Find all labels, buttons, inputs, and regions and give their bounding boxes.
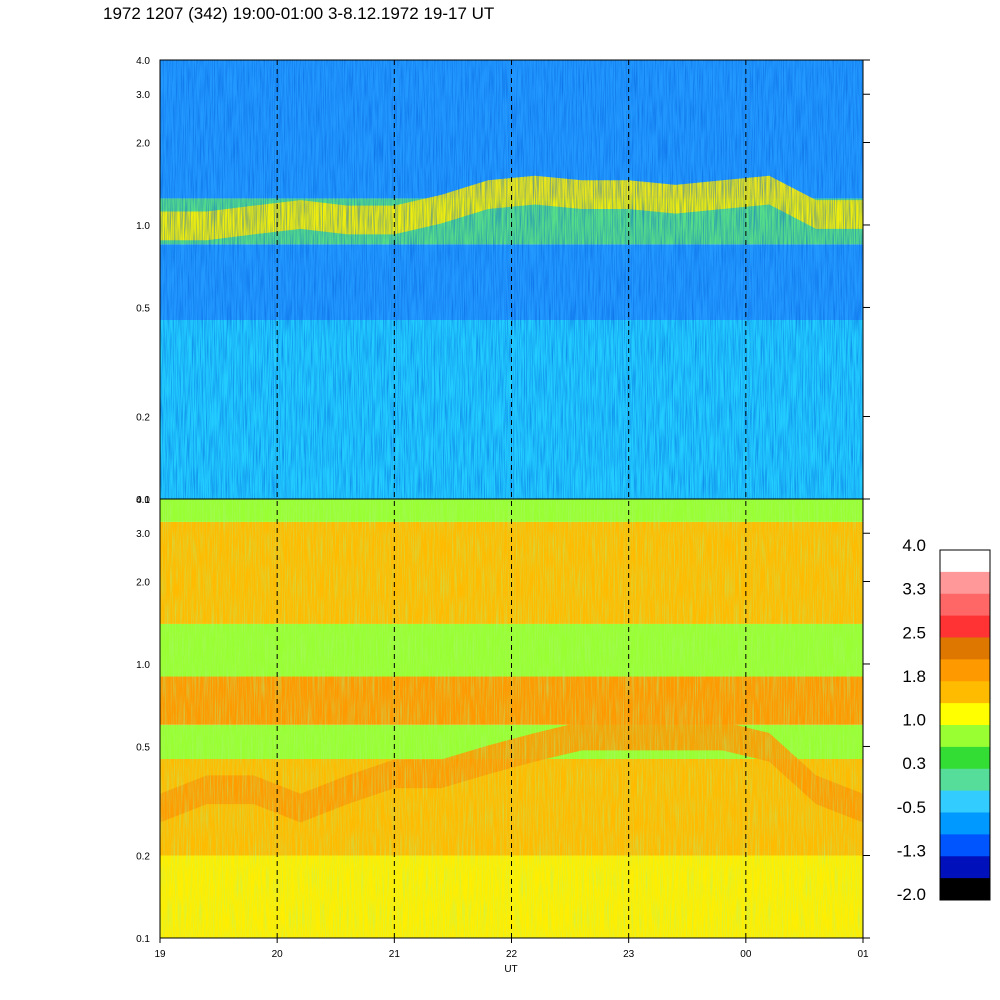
y-tick-label: 1.0 — [136, 221, 150, 232]
colorbar-label: 2.5 — [902, 623, 926, 642]
colorbar-swatch — [940, 768, 990, 792]
y-tick-label: 4.0 — [136, 56, 150, 67]
y-tick-label: 4.0 — [136, 495, 150, 506]
colorbar-label: 0.3 — [902, 754, 926, 773]
colorbar-swatch — [940, 637, 990, 660]
y-tick-label: 3.0 — [136, 529, 150, 540]
colorbar-label: 1.0 — [902, 711, 926, 730]
x-tick-label: 19 — [154, 949, 166, 960]
x-tick-label: 20 — [272, 949, 284, 960]
colorbar-swatch — [940, 615, 990, 638]
colorbar-swatch — [940, 571, 990, 595]
x-tick-label: 23 — [623, 949, 635, 960]
colorbar-label: -2.0 — [897, 885, 926, 904]
y-tick-label: 0.5 — [136, 303, 150, 314]
y-tick-label: 1.0 — [136, 660, 150, 671]
y-tick-label: 3.0 — [136, 90, 150, 101]
colorbar-label: 1.8 — [902, 667, 926, 686]
colorbar-swatch — [940, 856, 990, 879]
x-tick-label: 01 — [857, 949, 869, 960]
colorbar-label: 3.3 — [902, 580, 926, 599]
colorbar-swatch — [940, 725, 990, 748]
y-axis-ticks: 0.10.20.51.02.03.04.00.10.20.51.02.03.04… — [136, 56, 870, 945]
colorbar-swatch — [940, 746, 990, 770]
x-axis-ticks: 19 20 21 22 23 00 01 — [154, 938, 869, 960]
x-axis-label: UT — [504, 964, 517, 975]
colorbar — [939, 549, 991, 901]
y-tick-label: 0.1 — [136, 934, 150, 945]
colorbar-label: -0.5 — [897, 798, 926, 817]
colorbar-swatch — [940, 878, 990, 901]
y-tick-label: 0.5 — [136, 742, 150, 753]
colorbar-swatch — [940, 681, 990, 704]
hour-gridlines — [276, 60, 747, 938]
colorbar-swatch — [940, 593, 990, 617]
colorbar-swatch — [940, 834, 990, 857]
colorbar-swatch — [940, 659, 990, 682]
y-tick-label: 0.2 — [136, 413, 150, 424]
chart-title: 1972 1207 (342) 19:00-01:00 3-8.12.1972 … — [103, 4, 495, 23]
x-tick-label: 22 — [506, 949, 518, 960]
y-tick-label: 0.2 — [136, 852, 150, 863]
y-tick-label: 2.0 — [136, 577, 150, 588]
colorbar-swatch — [940, 703, 990, 726]
colorbar-swatch — [940, 812, 990, 835]
y-tick-label: 0.1 — [136, 495, 150, 506]
colorbar-label: 4.0 — [902, 536, 926, 555]
x-tick-label: 21 — [389, 949, 401, 960]
colorbar-label: -1.3 — [897, 841, 926, 860]
colorbar-swatch — [940, 550, 990, 573]
y-tick-label: 2.0 — [136, 138, 150, 149]
colorbar-frame — [939, 549, 991, 901]
colorbar-labels: 4.0 3.3 2.5 1.8 1.0 0.3 -0.5 -1.3 -2.0 — [897, 536, 926, 904]
x-tick-label: 00 — [740, 949, 752, 960]
colorbar-swatch — [940, 790, 990, 813]
